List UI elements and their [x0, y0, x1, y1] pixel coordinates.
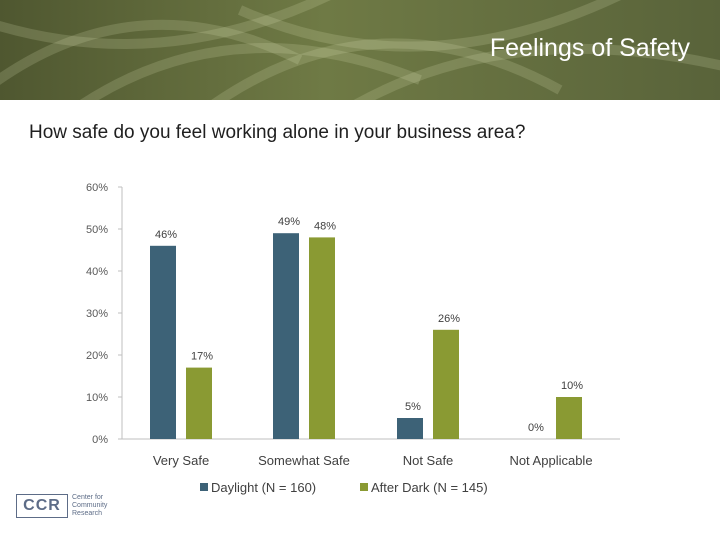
y-tick-label: 20%: [86, 350, 108, 362]
header-banner: Feelings of Safety: [0, 0, 720, 100]
y-tick-label: 40%: [86, 266, 108, 278]
data-label: 10%: [561, 380, 583, 392]
bar-after-dark: [186, 367, 212, 439]
bar-after-dark: [309, 237, 335, 439]
logo-text: Center for Community Research: [72, 494, 142, 518]
bar-daylight: [150, 245, 176, 439]
y-tick-label: 10%: [86, 392, 108, 404]
data-label: 17%: [191, 351, 213, 363]
bar-after-dark: [556, 397, 582, 439]
bar-daylight: [397, 418, 423, 439]
category-label: Not Safe: [403, 453, 454, 468]
data-label: 48%: [314, 220, 336, 232]
legend-label: Daylight (N = 160): [211, 480, 316, 495]
y-tick-label: 30%: [86, 308, 108, 320]
banner-texture: [0, 0, 720, 100]
logo-line: Center for: [72, 494, 104, 501]
bar-daylight: [273, 233, 299, 439]
legend-swatch: [200, 483, 208, 491]
chart-question: How safe do you feel working alone in yo…: [29, 122, 526, 143]
data-label: 5%: [405, 401, 421, 413]
data-label: 26%: [438, 313, 460, 325]
data-label: 46%: [155, 229, 177, 241]
legend-label: After Dark (N = 145): [371, 480, 488, 495]
category-label: Somewhat Safe: [258, 453, 350, 468]
bar-after-dark: [433, 329, 459, 439]
data-label: 0%: [528, 422, 544, 434]
y-tick-label: 0%: [92, 434, 108, 446]
logo-mark: CCR: [16, 494, 68, 518]
y-tick-label: 50%: [86, 224, 108, 236]
category-label: Very Safe: [153, 453, 209, 468]
logo-line: Community: [72, 502, 108, 509]
legend-swatch: [360, 483, 368, 491]
y-tick-label: 60%: [86, 182, 108, 194]
category-label: Not Applicable: [509, 453, 592, 468]
data-label: 49%: [278, 216, 300, 228]
page-title: Feelings of Safety: [489, 34, 690, 62]
logo-line: Research: [72, 510, 102, 517]
